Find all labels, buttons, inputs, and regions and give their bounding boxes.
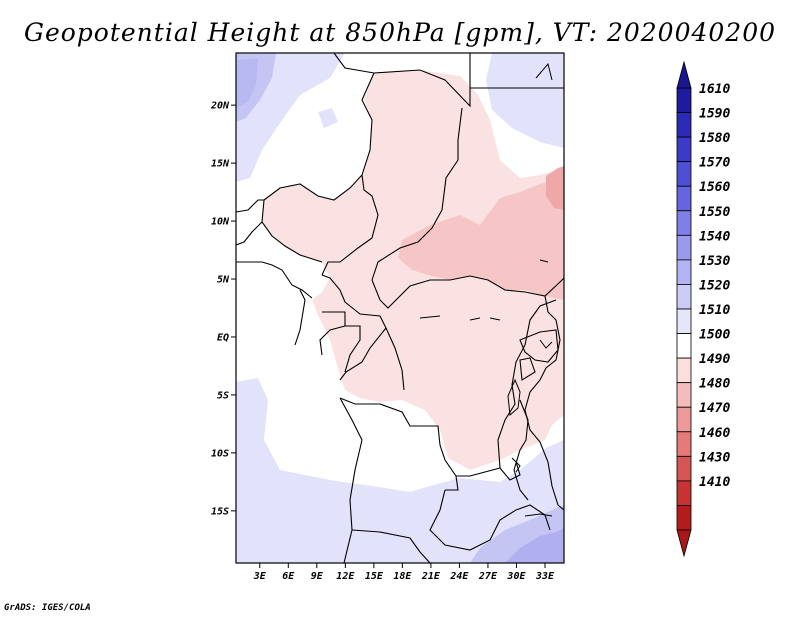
colorbar-segment	[676, 210, 692, 236]
colorbar-label: 1430	[699, 450, 730, 465]
lat-tick-label: 5N	[217, 275, 230, 286]
longitude-axis: 3E 6E 9E 12E 15E 18E 21E 24E 27E 30E 33E	[253, 563, 555, 582]
colorbar-segment	[676, 185, 692, 212]
colorbar-segment	[676, 455, 692, 482]
colorbar-label: 1530	[699, 254, 730, 269]
colorbar-segment	[676, 382, 692, 408]
inland-water	[419, 62, 553, 517]
height-field	[236, 53, 564, 563]
pink-shade-center-south	[388, 295, 530, 446]
colorbar-label: 1580	[699, 131, 730, 146]
blue-shade-strongest-se	[505, 528, 564, 563]
colorbar-segment	[676, 112, 692, 138]
colorbar-label: 1550	[699, 205, 730, 220]
lon-tick-label: 12E	[336, 571, 355, 582]
chart-title: Geopotential Height at 850hPa [gpm], VT:…	[23, 18, 777, 47]
lon-tick-label: 6E	[282, 571, 295, 582]
lat-tick-label: EQ	[217, 332, 229, 343]
map-frame	[235, 52, 565, 564]
colorbar-segment	[676, 284, 692, 310]
blue-shade-strongest-nw	[236, 58, 258, 108]
colorbar-label: 1610	[699, 82, 730, 97]
lon-tick-label: 15E	[365, 571, 384, 582]
colorbar-label: 1520	[699, 278, 730, 293]
colorbar-segment	[676, 308, 692, 334]
lon-tick-label: 3E	[253, 571, 267, 582]
colorbar-segment	[676, 87, 692, 113]
lon-tick-label: 27E	[478, 571, 498, 582]
colorbar-segment	[676, 480, 692, 506]
colorbar-segment	[676, 431, 692, 457]
colorbar-arrow-top	[676, 60, 692, 89]
lat-tick-label: 15S	[211, 506, 229, 517]
colorbar-arrow-bottom	[676, 529, 692, 558]
blue-shade-south	[236, 378, 564, 563]
colorbar-label: 1590	[699, 107, 730, 122]
lon-tick-label: 18E	[393, 571, 412, 582]
colorbar-segment	[676, 136, 692, 163]
colorbar-label: 1480	[699, 377, 730, 392]
colorbar-label: 1460	[699, 426, 730, 441]
lon-tick-label: 33E	[535, 571, 555, 582]
lat-tick-label: 20N	[210, 101, 230, 112]
colorbar-segment	[676, 406, 692, 433]
colorbar-segment	[676, 333, 692, 359]
colorbar-label: 1500	[699, 328, 730, 343]
lon-tick-label: 24E	[449, 571, 469, 582]
colorbar-segment	[676, 161, 692, 187]
blue-shade-patch	[318, 108, 338, 128]
latitude-axis: 20N 15N 10N 5N EQ 5S 10S 15S	[210, 101, 236, 517]
lat-tick-label: 15N	[211, 159, 230, 170]
colorbar-segment	[676, 259, 692, 285]
colorbar-label: 1510	[699, 303, 730, 318]
colorbar-segment	[676, 505, 692, 531]
colorbar-segment	[676, 357, 692, 384]
colorbar-segment	[676, 234, 692, 261]
colorbar-label: 1470	[699, 401, 730, 416]
lat-tick-label: 5S	[217, 390, 229, 401]
colorbar-label: 1560	[699, 180, 730, 195]
country-borders	[236, 53, 564, 563]
pink-shade-1480	[546, 166, 564, 210]
pink-shade-1490	[398, 176, 564, 300]
lat-tick-label: 10N	[211, 217, 230, 228]
colorbar-label: 1540	[699, 229, 730, 244]
colorbar-label: 1410	[699, 475, 730, 490]
colorbar-label: 1570	[699, 156, 730, 171]
lat-tick-label: 10S	[211, 448, 229, 459]
blue-shade-northeast	[486, 53, 564, 148]
lon-tick-label: 9E	[311, 571, 324, 582]
colorbar-label: 1490	[699, 352, 730, 367]
colorbar: 1610 1590 1580 1570 1560 1550 1540 1530 1520 1510…	[676, 60, 730, 558]
grads-credit: GrADS: IGES/COLA	[4, 603, 91, 613]
lon-tick-label: 21E	[421, 571, 441, 582]
lon-tick-label: 30E	[506, 571, 526, 582]
